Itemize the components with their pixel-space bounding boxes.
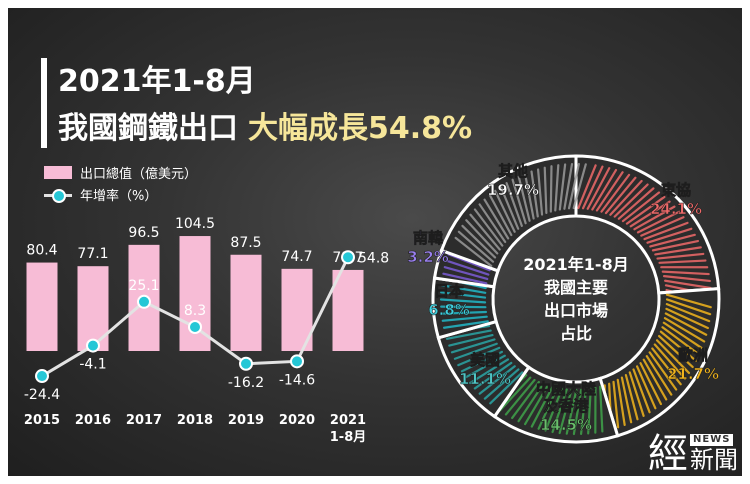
x-tick-label-2: 2017 xyxy=(126,413,162,428)
slice-name-label-3: 美國 xyxy=(470,351,500,369)
slice-percent-label-6: 19.7% xyxy=(487,181,539,199)
x-tick-label-0: 2015 xyxy=(24,413,60,428)
bar-value-label-4: 87.5 xyxy=(230,235,261,251)
slice-percent-label-5: 3.2% xyxy=(407,248,449,266)
bar-value-label-2: 96.5 xyxy=(128,225,159,241)
x-tick-label-3: 2018 xyxy=(177,413,213,428)
legend-line-marker xyxy=(44,188,72,203)
growth-point-0 xyxy=(35,369,49,384)
slice-name-label-2-line2: 及香港 xyxy=(543,397,589,415)
legend-line: 年增率（%） xyxy=(44,185,157,204)
growth-value-label-0: -24.4 xyxy=(24,387,60,403)
donut-center-label-0: 2021年1-8月 xyxy=(523,255,628,274)
growth-value-label-3: 8.3 xyxy=(184,303,206,319)
growth-point-5 xyxy=(290,354,304,369)
donut-center-label-2: 出口市場 xyxy=(544,301,608,320)
bar-4 xyxy=(230,254,262,351)
slice-percent-label-4: 6.8% xyxy=(428,301,470,319)
bar-line-chart: 80.4 2015 77.1 2016 96.5 2017 104.5 2018 87.5 201… xyxy=(24,216,389,445)
x-tick-label-4: 2019 xyxy=(228,413,264,428)
x-tick-label-1: 2016 xyxy=(75,413,111,428)
donut-center-label-1: 我國主要 xyxy=(544,278,608,297)
growth-point-4 xyxy=(239,356,253,371)
legend-bar: 出口總值（億美元） xyxy=(44,163,197,182)
growth-value-label-1: -4.1 xyxy=(79,357,106,373)
slice-name-label-6: 其他 xyxy=(498,162,528,180)
slice-name-label-1: 歐洲 xyxy=(678,346,708,364)
title-highlight: 大幅成長54.8% xyxy=(248,111,473,146)
slice-name-label-2: 中國大陸 xyxy=(536,380,596,398)
donut-slice-scribble-0 xyxy=(577,164,713,303)
logo-big-char: 經 xyxy=(648,431,688,476)
news-logo: 經 NEWS 新聞 xyxy=(648,434,738,474)
growth-point-2 xyxy=(137,294,151,309)
slice-percent-label-1: 21.7% xyxy=(667,365,719,383)
title-line-1: 2021年1-8月 xyxy=(58,64,256,99)
slice-percent-label-0: 24.1% xyxy=(650,200,702,218)
legend-bar-label: 出口總值（億美元） xyxy=(80,167,198,182)
bar-6 xyxy=(332,269,364,351)
bar-value-label-1: 77.1 xyxy=(77,246,108,262)
donut-center-label-3: 占比 xyxy=(560,324,592,343)
bar-value-label-3: 104.5 xyxy=(175,216,215,232)
donut-slice-scribble-4 xyxy=(439,277,489,329)
title-accent-bar xyxy=(41,58,47,148)
growth-point-1 xyxy=(86,338,100,353)
logo-news-badge: NEWS xyxy=(690,434,734,446)
growth-value-label-6: 54.8 xyxy=(358,250,389,266)
title-line-2: 我國鋼鐵出口 大幅成長54.8% xyxy=(58,103,472,147)
bar-0 xyxy=(26,262,58,351)
x-tick-label-5: 2020 xyxy=(279,413,315,428)
slice-name-label-5: 南韓 xyxy=(413,229,443,247)
x-tick-label-6-line2: 1-8月 xyxy=(330,430,367,445)
legend-bar-swatch xyxy=(44,166,72,179)
legend-line-label: 年增率（%） xyxy=(80,189,158,204)
slice-percent-label-3: 11.1% xyxy=(459,370,511,388)
x-tick-label-6: 2021 xyxy=(330,413,366,428)
donut-slice-6 xyxy=(439,154,578,273)
slice-name-label-4: 日本 xyxy=(434,282,464,300)
bar-value-label-5: 74.7 xyxy=(281,249,312,265)
title-main: 我國鋼鐵出口 xyxy=(58,111,238,146)
infographic-canvas: 2021年1-8月 我國鋼鐵出口 大幅成長54.8% 出口總值（億美元） 年增率（… xyxy=(8,8,742,476)
logo-small-chars: 新聞 xyxy=(690,446,738,474)
growth-point-3 xyxy=(188,320,202,334)
growth-value-label-5: -14.6 xyxy=(279,372,315,388)
bar-value-label-0: 80.4 xyxy=(26,243,57,259)
growth-point-6 xyxy=(341,250,355,265)
growth-value-label-4: -16.2 xyxy=(228,375,264,391)
donut-slice-scribble-6 xyxy=(454,162,587,268)
donut-slice-scribble-1 xyxy=(603,293,712,433)
slice-percent-label-2: 14.5% xyxy=(540,416,592,434)
growth-value-label-2: 25.1 xyxy=(128,278,159,294)
slice-name-label-0: 東協 xyxy=(661,181,691,199)
